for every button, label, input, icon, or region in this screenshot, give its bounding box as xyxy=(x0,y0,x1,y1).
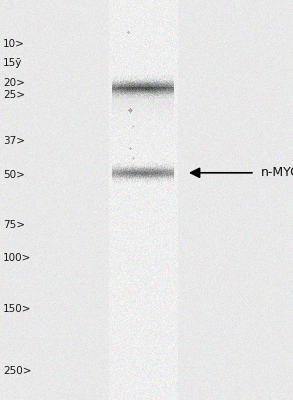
Text: 20>: 20> xyxy=(3,78,25,88)
Text: 10>: 10> xyxy=(3,39,25,49)
Text: 15ȳ: 15ȳ xyxy=(3,58,22,68)
Text: 150>: 150> xyxy=(3,304,31,314)
Text: 50>: 50> xyxy=(3,170,25,180)
Text: 25>: 25> xyxy=(3,90,25,100)
Text: 75>: 75> xyxy=(3,220,25,230)
Text: 37>: 37> xyxy=(3,136,25,146)
Text: 250>: 250> xyxy=(3,366,31,376)
Text: 100>: 100> xyxy=(3,253,31,263)
Text: n-MYC: n-MYC xyxy=(261,166,293,179)
